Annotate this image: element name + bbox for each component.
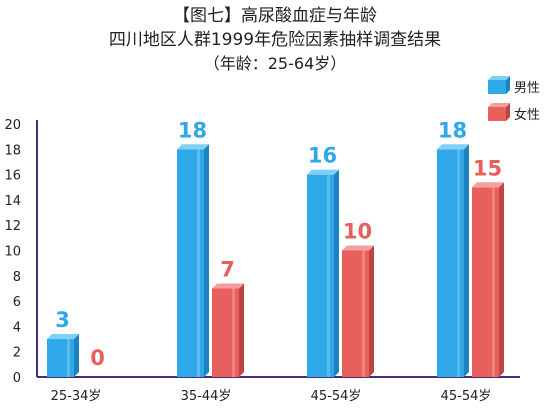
bar-data-label: 7 xyxy=(220,257,235,281)
bar-data-label: 0 xyxy=(90,346,105,370)
bar-male: 18 xyxy=(177,118,209,377)
bar-side-face xyxy=(464,144,469,377)
bar-top-face xyxy=(307,169,339,175)
bar-top-face xyxy=(177,144,209,150)
x-category-label: 35-44岁 xyxy=(181,389,232,404)
bar-top-face xyxy=(212,283,244,289)
bar-front-face xyxy=(212,288,239,377)
legend-swatch-side xyxy=(506,76,510,94)
bar-top-face xyxy=(437,144,469,150)
bar-side-face xyxy=(334,169,339,377)
legend-label: 男性 xyxy=(514,81,540,96)
bar-data-label: 3 xyxy=(55,308,70,332)
bar-female: 7 xyxy=(212,257,244,377)
legend-label: 女性 xyxy=(514,107,540,123)
bar-front-face xyxy=(307,174,334,377)
y-tick-label: 16 xyxy=(4,169,21,184)
legend-swatch-side xyxy=(506,103,510,121)
bar-front-face xyxy=(472,187,499,377)
bar-data-label: 15 xyxy=(473,156,502,180)
bar-side-face xyxy=(369,245,374,377)
bar-highlight xyxy=(362,250,365,377)
bar-data-label: 18 xyxy=(178,118,207,142)
chart-age-range: （年龄：25-64岁） xyxy=(203,54,347,73)
legend-swatch xyxy=(488,107,506,121)
bar-male: 3 xyxy=(47,308,79,377)
y-tick-label: 0 xyxy=(13,371,21,386)
legend-swatch xyxy=(488,80,506,94)
bar-front-face xyxy=(47,339,74,377)
x-category-label: 45-54岁 xyxy=(311,389,362,404)
bar-female: 0 xyxy=(90,346,105,370)
bar-side-face xyxy=(204,144,209,377)
y-tick-label: 10 xyxy=(4,245,21,260)
bar-side-face xyxy=(239,283,244,377)
bar-highlight xyxy=(197,149,200,377)
chart-title: 【图七】高尿酸血症与年龄 xyxy=(173,6,377,26)
bar-top-face xyxy=(47,334,79,340)
bar-front-face xyxy=(437,149,464,377)
bar-female: 10 xyxy=(342,220,374,377)
y-tick-label: 18 xyxy=(4,143,21,158)
bar-highlight xyxy=(492,187,495,377)
bar-male: 18 xyxy=(437,118,469,377)
legend-swatch-top xyxy=(488,103,510,107)
y-tick-label: 6 xyxy=(13,295,21,310)
bar-front-face xyxy=(342,250,369,377)
bar-front-face xyxy=(177,149,204,377)
bar-top-face xyxy=(342,245,374,251)
legend-item-female: 女性 xyxy=(488,103,540,123)
bar-data-label: 16 xyxy=(308,144,337,168)
x-category-label: 25-34岁 xyxy=(51,389,102,404)
bar-highlight xyxy=(457,149,460,377)
bar-male: 16 xyxy=(307,144,339,377)
bar-side-face xyxy=(74,334,79,377)
y-tick-label: 4 xyxy=(13,320,21,335)
y-tick-labels: 0 2 4 6 8 10 12 14 16 18 20 xyxy=(4,118,21,386)
bar-top-face xyxy=(472,182,504,188)
y-tick-label: 2 xyxy=(13,346,21,361)
x-category-label: 45-54岁 xyxy=(441,389,492,404)
y-tick-label: 8 xyxy=(13,270,21,285)
y-tick-label: 20 xyxy=(4,118,21,133)
category-labels: 25-34岁 35-44岁 45-54岁 45-54岁 xyxy=(51,389,492,404)
bar-highlight xyxy=(327,174,330,377)
chart-subtitle: 四川地区人群1999年危险因素抽样调查结果 xyxy=(108,30,442,50)
bar-data-label: 18 xyxy=(438,118,467,142)
y-tick-label: 14 xyxy=(4,194,21,209)
chart-title-block: 【图七】高尿酸血症与年龄 四川地区人群1999年危险因素抽样调查结果 （年龄：2… xyxy=(0,4,550,76)
bar-highlight xyxy=(67,339,70,377)
y-tick-label: 12 xyxy=(4,219,21,234)
legend-swatch-top xyxy=(488,76,510,80)
bar-female: 15 xyxy=(472,156,504,377)
bar-data-label: 10 xyxy=(343,220,372,244)
bar-highlight xyxy=(232,288,235,377)
legend-item-male: 男性 xyxy=(488,76,540,96)
bar-side-face xyxy=(499,182,504,377)
